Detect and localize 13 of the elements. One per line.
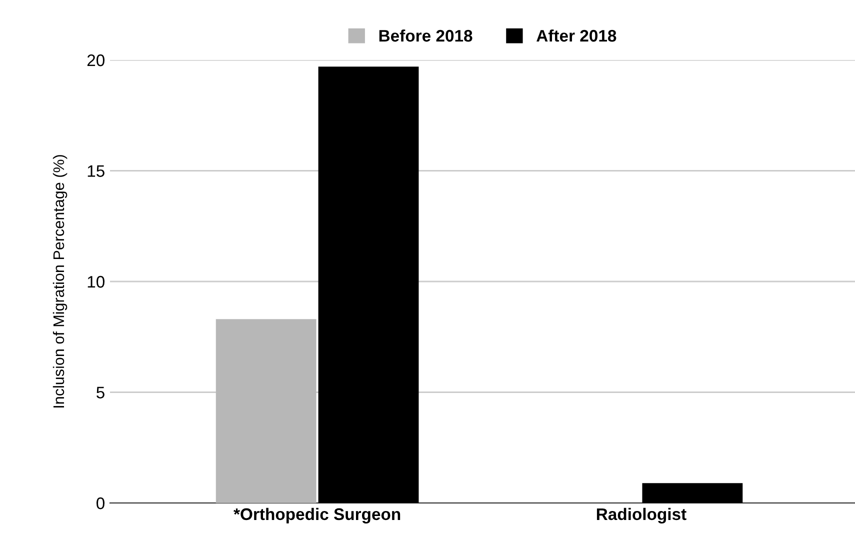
y-tick-label: 10 [88,276,104,288]
y-tick-label: 15 [88,165,104,177]
bar [642,483,743,503]
legend-label: Before 2018 [379,29,472,42]
x-tick-label: Radiologist [596,508,686,524]
y-axis-title: Inclusion of Migration Percentage (%) [52,155,68,408]
legend-label: After 2018 [536,29,616,42]
y-tick-label: 20 [87,54,104,66]
y-tick-label: 5 [96,386,104,398]
bar [318,66,419,503]
bar [216,319,316,503]
y-tick-label: 0 [96,497,104,510]
x-tick-label: *Orthopedic Surgeon [234,508,400,524]
